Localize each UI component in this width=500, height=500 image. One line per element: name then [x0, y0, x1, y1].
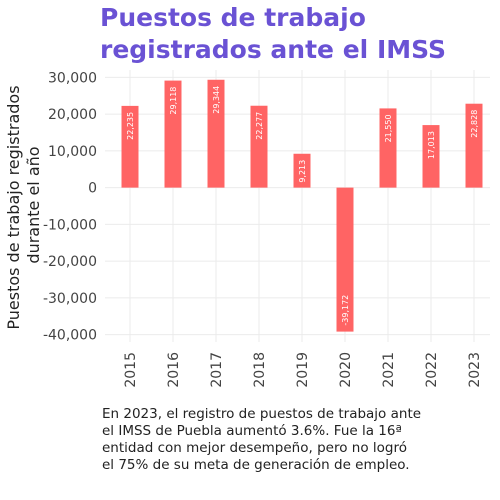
data-label: 9,213	[298, 160, 307, 183]
data-label: -39,172	[341, 295, 350, 326]
x-axis-ticks: 2015 2016 2017 2018 2019 2020 2021 2022 2023	[123, 352, 483, 388]
y-tick-label: 20,000	[48, 107, 97, 123]
y-tick-label: -30,000	[43, 291, 97, 307]
bar	[121, 105, 139, 188]
bar	[207, 79, 225, 188]
y-tick-label: 10,000	[48, 144, 97, 160]
data-label: 22,277	[255, 112, 264, 140]
x-tick-label: 2015	[123, 352, 139, 388]
y-tick-label: 0	[88, 181, 97, 197]
x-tick-label: 2017	[209, 352, 225, 388]
y-tick-label: 30,000	[48, 70, 97, 86]
data-label: 22,235	[126, 112, 135, 140]
chart-title: Puestos de trabajo registrados ante el I…	[100, 3, 447, 64]
bar	[379, 108, 397, 188]
y-axis-ticks: 30,000 20,000 10,000 0 -10,000 -20,000 -30,000…	[43, 70, 97, 343]
data-label: 29,344	[212, 86, 221, 114]
data-label: 17,013	[427, 131, 436, 159]
y-tick-label: -10,000	[43, 217, 97, 233]
x-tick-label: 2016	[166, 352, 182, 388]
y-axis-label-wrap: Puestos de trabajo registrados durante e…	[4, 70, 46, 340]
x-tick-label: 2020	[338, 352, 354, 388]
bar	[336, 187, 354, 332]
bar	[422, 125, 440, 188]
y-tick-label: -40,000	[43, 328, 97, 344]
bar	[164, 80, 182, 188]
x-tick-label: 2019	[295, 352, 311, 388]
x-tick-label: 2018	[252, 352, 268, 388]
y-axis-label: Puestos de trabajo registrados durante e…	[4, 80, 43, 329]
y-tick-label: -20,000	[43, 254, 97, 270]
data-label: 21,550	[384, 114, 393, 142]
x-tick-label: 2021	[381, 352, 397, 388]
grid-lines	[105, 70, 490, 342]
x-tick-label: 2023	[467, 352, 483, 388]
bar	[465, 103, 483, 188]
x-tick-label: 2022	[424, 352, 440, 388]
data-label: 22,828	[470, 110, 479, 138]
bar	[293, 153, 311, 188]
chart-caption: En 2023, el registro de puestos de traba…	[102, 406, 422, 473]
data-label: 29,118	[169, 87, 178, 115]
bar	[250, 105, 268, 188]
bars: 22,235 29,118 29,344 22,277 9,213 -39,172 21,5…	[121, 79, 483, 332]
